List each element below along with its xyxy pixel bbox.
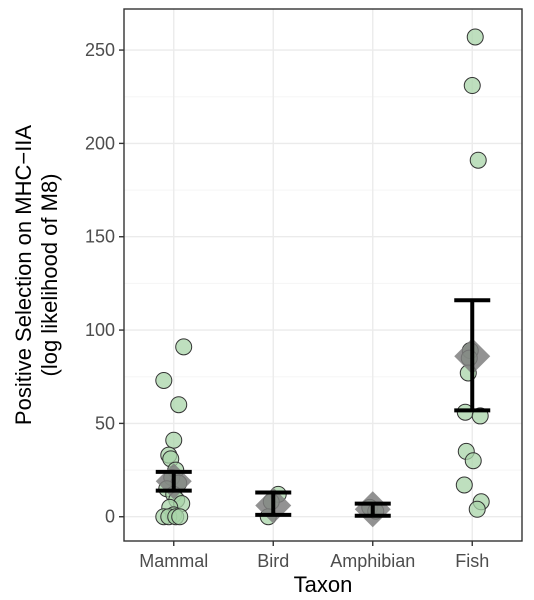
data-point — [171, 508, 189, 526]
data-point — [175, 338, 193, 356]
summary-markers — [155, 298, 491, 528]
x-tick-label: Bird — [257, 551, 289, 571]
panel-border — [123, 8, 523, 542]
data-point — [468, 500, 486, 518]
data-points — [155, 28, 490, 526]
x-tick-label: Amphibian — [330, 551, 415, 571]
y-tick-label: 100 — [85, 320, 115, 340]
data-point — [469, 151, 487, 169]
y-tick-label: 250 — [85, 40, 115, 60]
data-point — [165, 431, 183, 449]
data-point — [463, 77, 481, 95]
y-tick-label: 0 — [105, 507, 115, 527]
data-point — [466, 28, 484, 46]
y-tick-label: 200 — [85, 133, 115, 153]
x-tick-label: Fish — [455, 551, 489, 571]
axes: 0 50 100 150 200 250 Mammal Bird Amphibian Fish — [85, 40, 489, 571]
data-point — [455, 476, 473, 494]
y-axis-title-line-1: Positive Selection on MHC−IIA — [11, 125, 36, 426]
data-point — [155, 371, 173, 389]
y-tick-label: 150 — [85, 227, 115, 247]
grid — [124, 9, 522, 541]
x-tick-label: Mammal — [139, 551, 208, 571]
data-point — [464, 452, 482, 470]
y-tick-label: 50 — [95, 413, 115, 433]
data-point — [170, 396, 188, 414]
x-axis-title: Taxon — [294, 572, 353, 597]
y-axis-title-line-2: (log likelihood of M8) — [37, 174, 62, 377]
